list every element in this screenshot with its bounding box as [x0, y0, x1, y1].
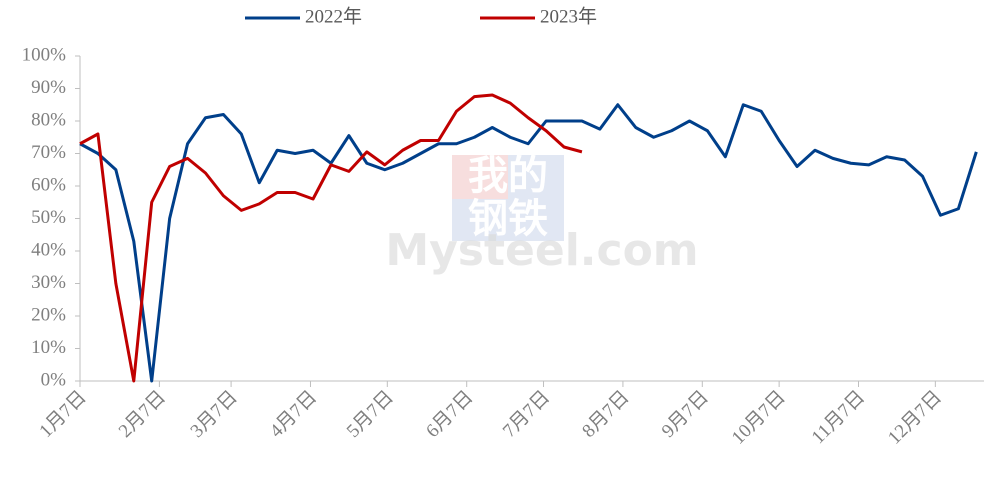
y-tick-label: 70%	[31, 142, 66, 163]
x-tick-label: 8月7日	[578, 387, 633, 442]
x-tick-label: 5月7日	[343, 387, 398, 442]
x-tick-label: 3月7日	[187, 387, 242, 442]
y-tick-label: 0%	[41, 369, 67, 390]
legend-label: 2022年	[305, 5, 362, 27]
x-tick-label: 10月7日	[728, 387, 790, 449]
watermark: 我的 钢铁 Mysteel.com	[385, 153, 698, 276]
x-tick-label: 1月7日	[35, 387, 90, 442]
y-tick-label: 20%	[31, 304, 66, 325]
x-tick-label: 11月7日	[808, 387, 869, 448]
watermark-text: 我的	[468, 153, 548, 199]
x-tick-label: 12月7日	[884, 387, 946, 449]
y-tick-label: 90%	[31, 77, 66, 98]
x-tick-label: 6月7日	[422, 387, 477, 442]
y-tick-label: 50%	[31, 207, 66, 228]
watermark-bg	[452, 199, 564, 241]
legend: 2022年 2023年	[245, 5, 597, 27]
x-tick-label: 4月7日	[266, 387, 321, 442]
x-tick-label: 7月7日	[499, 387, 554, 442]
watermark-bg	[452, 155, 508, 199]
y-tick-label: 10%	[31, 337, 66, 358]
watermark-bg	[508, 155, 564, 199]
series-line	[79, 93, 583, 383]
legend-label: 2023年	[540, 5, 597, 27]
y-tick-label: 40%	[31, 239, 66, 260]
watermark-text: Mysteel.com	[385, 225, 698, 276]
y-tick-label: 80%	[31, 109, 66, 130]
y-tick-label: 100%	[22, 44, 67, 65]
x-tick-label: 2月7日	[115, 387, 170, 442]
series-line	[79, 103, 978, 383]
y-tick-label: 30%	[31, 272, 66, 293]
y-tick-label: 60%	[31, 174, 66, 195]
watermark-text: 钢铁	[468, 196, 548, 242]
x-tick-label: 9月7日	[658, 387, 713, 442]
